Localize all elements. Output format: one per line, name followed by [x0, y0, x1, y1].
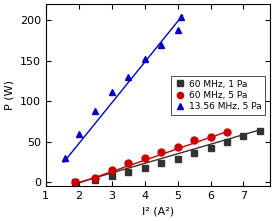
60 MHz, 1 Pa — [110, 175, 113, 177]
60 MHz, 5 Pa — [93, 177, 97, 180]
60 MHz, 5 Pa — [159, 151, 163, 154]
Line: 13.56 MHz, 5 Pa: 13.56 MHz, 5 Pa — [62, 14, 184, 162]
13.56 MHz, 5 Pa — [93, 110, 97, 112]
60 MHz, 5 Pa — [176, 145, 179, 148]
60 MHz, 1 Pa — [93, 179, 97, 181]
60 MHz, 1 Pa — [127, 171, 130, 173]
60 MHz, 1 Pa — [225, 141, 229, 143]
13.56 MHz, 5 Pa — [159, 43, 163, 46]
60 MHz, 1 Pa — [74, 181, 77, 184]
60 MHz, 1 Pa — [143, 166, 146, 169]
60 MHz, 1 Pa — [258, 129, 262, 132]
13.56 MHz, 5 Pa — [110, 90, 113, 93]
13.56 MHz, 5 Pa — [77, 132, 80, 135]
X-axis label: I² (A²): I² (A²) — [142, 207, 174, 217]
13.56 MHz, 5 Pa — [127, 76, 130, 78]
13.56 MHz, 5 Pa — [64, 157, 67, 159]
60 MHz, 5 Pa — [225, 131, 229, 133]
60 MHz, 5 Pa — [209, 136, 212, 138]
Line: 60 MHz, 5 Pa: 60 MHz, 5 Pa — [72, 129, 230, 186]
60 MHz, 5 Pa — [110, 169, 113, 171]
Legend: 60 MHz, 1 Pa, 60 MHz, 5 Pa, 13.56 MHz, 5 Pa: 60 MHz, 1 Pa, 60 MHz, 5 Pa, 13.56 MHz, 5… — [171, 76, 265, 115]
Y-axis label: P (W): P (W) — [4, 80, 14, 110]
60 MHz, 5 Pa — [74, 181, 77, 184]
60 MHz, 1 Pa — [159, 162, 163, 164]
Line: 60 MHz, 1 Pa: 60 MHz, 1 Pa — [72, 127, 263, 186]
13.56 MHz, 5 Pa — [179, 16, 182, 18]
60 MHz, 1 Pa — [209, 147, 212, 150]
60 MHz, 5 Pa — [192, 139, 196, 142]
60 MHz, 1 Pa — [242, 135, 245, 137]
13.56 MHz, 5 Pa — [176, 29, 179, 31]
13.56 MHz, 5 Pa — [143, 58, 146, 61]
60 MHz, 1 Pa — [176, 158, 179, 160]
60 MHz, 5 Pa — [127, 162, 130, 164]
60 MHz, 1 Pa — [192, 152, 196, 154]
60 MHz, 5 Pa — [143, 157, 146, 159]
